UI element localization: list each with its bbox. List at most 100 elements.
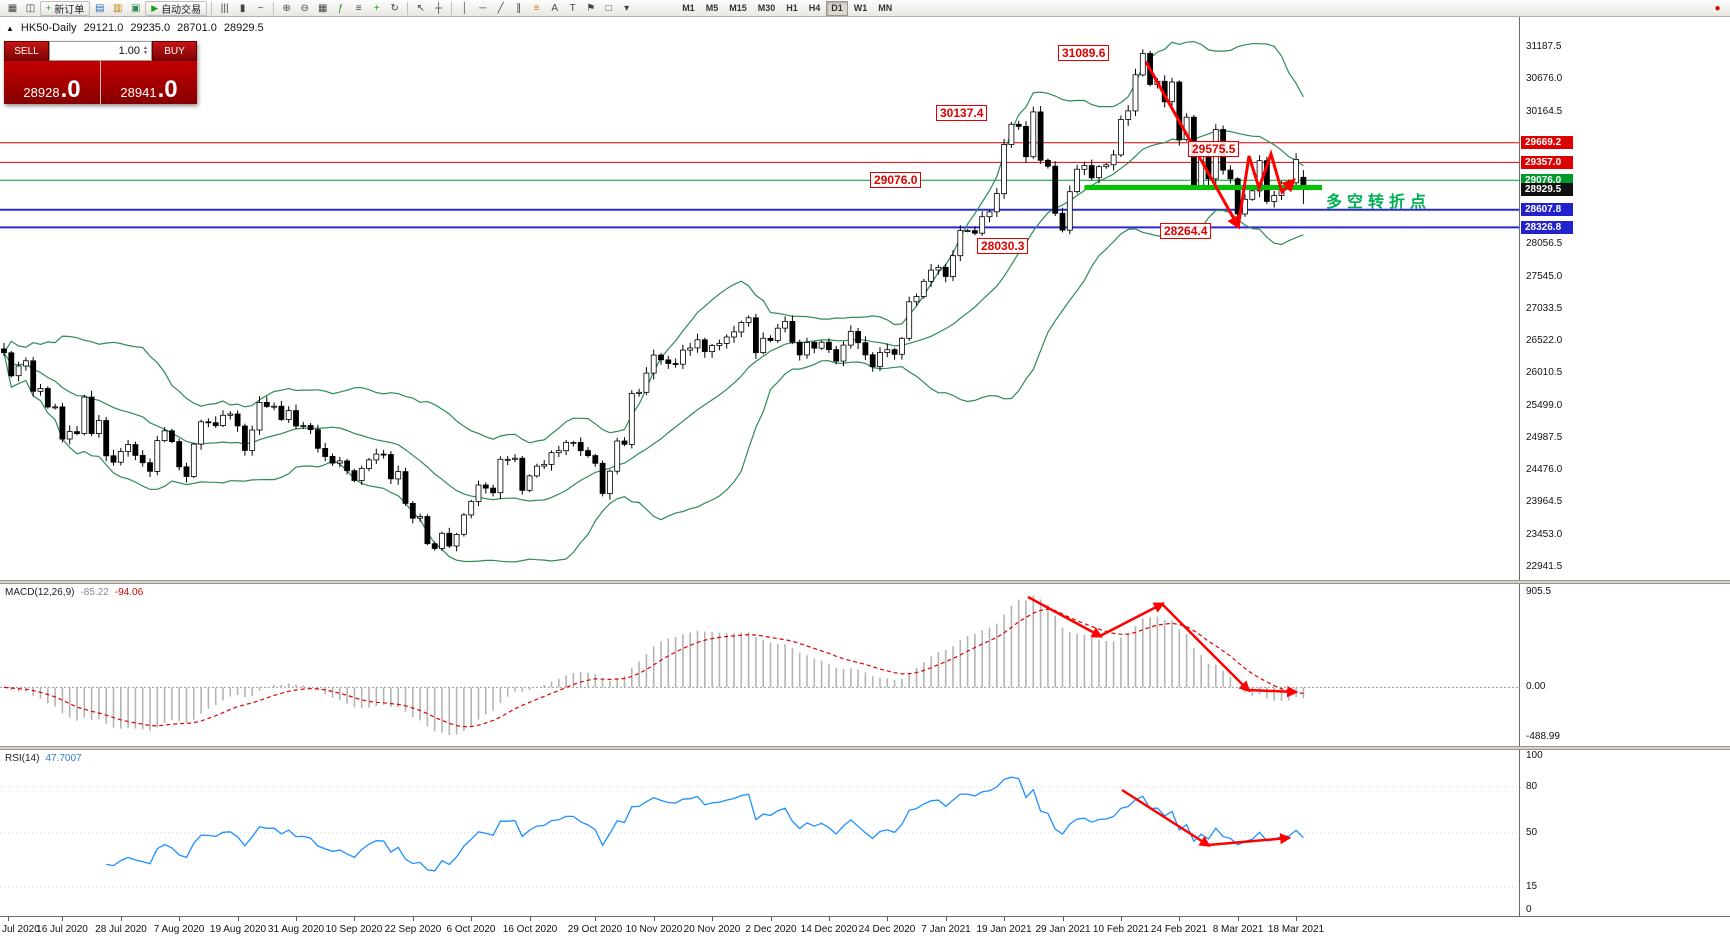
date-tick (771, 917, 772, 921)
date-tick (1004, 917, 1005, 921)
date-label: 7 Jan 2021 (921, 924, 971, 935)
trendline-icon[interactable]: ╱ (497, 2, 504, 14)
tile-windows-icon[interactable]: ◫ (25, 2, 36, 14)
price-axis-tick: 31187.5 (1526, 41, 1562, 52)
trend-arrow[interactable] (1207, 833, 1292, 847)
timeframe-m15[interactable]: M15 (729, 3, 747, 13)
auto-arrange-icon[interactable]: ▦ (317, 2, 328, 14)
rsi-axis-tick: 15 (1526, 881, 1538, 892)
date-label: 10 Feb 2021 (1092, 924, 1150, 935)
panel-splitter[interactable] (0, 580, 1730, 584)
stepper-down-icon[interactable]: ▼ (143, 50, 148, 56)
add-indicator-icon[interactable]: + (373, 2, 380, 14)
text-icon[interactable]: A (551, 2, 559, 14)
buy-button[interactable]: BUY (152, 41, 197, 61)
trend-arrow[interactable] (1121, 788, 1211, 847)
line-chart-icon[interactable]: ~ (257, 2, 264, 14)
date-label: 16 Oct 2020 (502, 924, 558, 935)
price-axis-tick: 30164.5 (1526, 106, 1563, 117)
price-axis-tick: 28056.5 (1526, 238, 1563, 249)
date-tick (179, 917, 180, 921)
channel-icon[interactable]: ∥ (516, 2, 522, 14)
fibonacci-icon[interactable]: ≡ (533, 2, 540, 14)
zoom-out-icon[interactable]: ⊖ (300, 2, 309, 14)
bar-chart-icon[interactable]: ||| (220, 2, 229, 14)
timeframe-w1[interactable]: W1 (853, 3, 868, 13)
rsi-panel[interactable]: RSI(14) 47.7007 100 80 50 15 0 (0, 750, 1730, 916)
trend-arrow[interactable] (1099, 602, 1165, 638)
period-refresh-icon[interactable]: ↻ (390, 2, 399, 14)
date-tick (62, 917, 63, 921)
timeframe-m30[interactable]: M30 (757, 3, 776, 13)
dropdown-icon[interactable]: ▾ (624, 2, 630, 14)
support-zone-line[interactable] (1084, 185, 1322, 190)
price-chart-panel[interactable]: ▲ HK50-Daily 29121.0 29235.0 28701.0 289… (0, 17, 1730, 580)
annotation-note[interactable]: 多空转折点 (1326, 194, 1432, 211)
date-label: 29 Oct 2020 (567, 924, 623, 935)
time-axis[interactable]: Jul 2020 16 Jul 2020 28 Jul 2020 7 Aug 2020… (0, 916, 1730, 942)
shapes-icon[interactable]: □ (605, 2, 612, 14)
price-callout[interactable]: 28264.4 (1160, 223, 1212, 239)
candlestick-chart[interactable] (0, 17, 1730, 580)
data-window-icon[interactable]: ▥ (113, 2, 123, 14)
date-label: 16 Jul 2020 (36, 924, 88, 935)
price-tag: 28607.8 (1521, 203, 1573, 216)
price-callout[interactable]: 31089.6 (1058, 45, 1110, 61)
date-label: 31 Aug 2020 (267, 924, 325, 935)
date-label: 28 Jul 2020 (95, 924, 147, 935)
date-label: 10 Nov 2020 (625, 924, 683, 935)
trend-arrow[interactable] (1027, 595, 1103, 638)
date-label: 22 Sep 2020 (384, 924, 442, 935)
stepper-up-icon[interactable]: ▲ (143, 45, 148, 51)
horizontal-line-icon[interactable]: ─ (479, 2, 487, 14)
timeframe-d1[interactable]: D1 (826, 0, 848, 16)
indicator-list-icon[interactable]: ≡ (355, 2, 362, 14)
indicators-icon[interactable]: ƒ (337, 2, 344, 14)
zoom-in-icon[interactable]: ⊕ (282, 2, 291, 14)
date-tick (413, 917, 414, 921)
cursor-icon[interactable]: ↖ (416, 2, 425, 14)
market-watch-icon[interactable]: ▤ (95, 2, 105, 14)
price-callout[interactable]: 29575.5 (1188, 141, 1240, 157)
macd-axis-tick: 0.00 (1526, 681, 1546, 692)
crosshair-icon[interactable]: ┼ (435, 2, 443, 14)
new-order-button-icon: + (46, 3, 52, 13)
price-callout[interactable]: 28030.3 (977, 238, 1029, 254)
volume-stepper[interactable]: ▲ ▼ (143, 46, 148, 56)
macd-histogram (10, 595, 1305, 735)
trend-arrow[interactable] (1236, 149, 1296, 229)
timeframe-mn[interactable]: MN (878, 3, 893, 13)
date-tick (654, 917, 655, 921)
macd-axis-tick: -488.99 (1526, 731, 1560, 742)
sell-button[interactable]: SELL (4, 41, 49, 61)
price-callout[interactable]: 29076.0 (870, 172, 922, 188)
date-tick (712, 917, 713, 921)
volume-input[interactable]: 1.00 ▲ ▼ (49, 41, 152, 61)
sell-price[interactable]: 28928.0 (4, 61, 101, 104)
timeframe-m1[interactable]: M1 (682, 3, 695, 13)
arrows-tool-icon[interactable]: ⚑ (586, 2, 596, 14)
ohlc-open: 29121.0 (83, 22, 124, 34)
navigator-icon[interactable]: ▣ (131, 2, 141, 14)
price-axis-tick: 25499.0 (1526, 400, 1563, 411)
date-tick (946, 917, 947, 921)
trend-arrow[interactable] (1247, 686, 1299, 698)
charts-grid-icon[interactable]: ▦ (7, 2, 18, 14)
alert-icon[interactable]: ● (1714, 2, 1721, 14)
timeframe-h4[interactable]: H4 (808, 3, 821, 13)
vertical-line-icon[interactable]: │ (461, 2, 468, 14)
price-callout[interactable]: 30137.4 (936, 105, 988, 121)
label-icon[interactable]: T (569, 2, 576, 14)
panel-splitter[interactable] (0, 746, 1730, 750)
timeframe-m5[interactable]: M5 (705, 3, 719, 13)
macd-signal-line (3, 608, 1304, 728)
rsi-chart (0, 776, 1519, 888)
new-order-button[interactable]: + 新订单 (40, 0, 91, 16)
buy-price[interactable]: 28941.0 (120, 76, 178, 103)
macd-panel[interactable]: MACD(12,26,9) -85.22 -94.06 905.5 0.00 -48… (0, 584, 1730, 746)
trend-arrow[interactable] (1161, 603, 1251, 693)
timeframe-h1[interactable]: H1 (786, 3, 798, 13)
date-tick (296, 917, 297, 921)
autotrading-button[interactable]: ▶ 自动交易 (145, 0, 208, 16)
candlestick-chart-icon[interactable]: ▮ (239, 2, 246, 14)
